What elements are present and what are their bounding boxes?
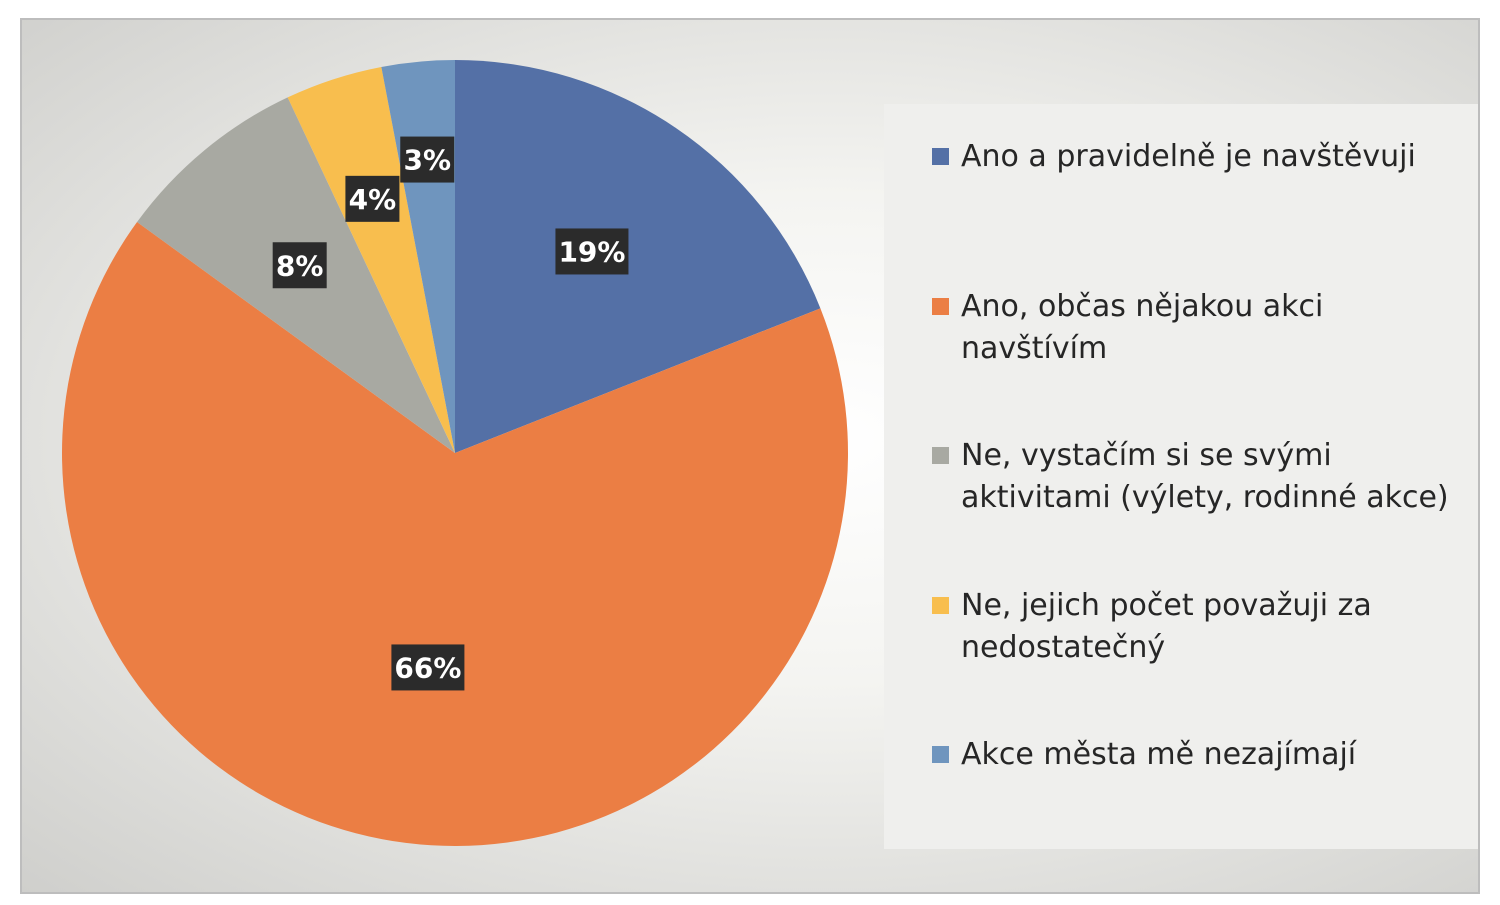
data-label: 8% [272, 242, 327, 289]
data-label-text: 66% [394, 651, 461, 684]
data-label-text: 4% [349, 183, 397, 216]
data-label: 4% [345, 175, 400, 222]
legend-item: Ne, vystačím si se svými aktivitami (výl… [932, 435, 1472, 519]
legend-swatch-icon [932, 298, 949, 315]
data-label-text: 8% [276, 249, 324, 282]
pie-slices [61, 60, 848, 847]
legend-label: Ne, jejich počet považuji za nedostatečn… [961, 588, 1372, 665]
data-label-background [272, 242, 327, 289]
data-label: 66% [391, 644, 465, 691]
legend-swatch-icon [932, 447, 949, 464]
data-label: 3% [400, 136, 455, 183]
legend-label: Akce města mě nezajímají [961, 737, 1357, 772]
data-label: 19% [555, 228, 629, 275]
data-label-background [391, 644, 465, 691]
data-label-background [400, 136, 455, 183]
legend-item: Akce města mě nezajímají [932, 734, 1472, 776]
chart-frame: 19% 66% 8% 4% 3% Ano a pravidelně je navštěv… [20, 18, 1480, 894]
legend-label: Ne, vystačím si se svými aktivitami (výl… [961, 438, 1449, 515]
legend-label: Ano, občas nějakou akci navštívím [961, 289, 1324, 366]
legend-swatch-icon [932, 746, 949, 763]
legend-swatch-icon [932, 148, 949, 165]
legend-label: Ano a pravidelně je navštěvuji [961, 139, 1416, 174]
legend-item: Ne, jejich počet považuji za nedostatečn… [932, 585, 1472, 669]
legend-item: Ano a pravidelně je navštěvuji [932, 136, 1472, 178]
data-label-background [345, 175, 400, 222]
pie-slice [287, 66, 455, 453]
data-label-background [555, 228, 629, 275]
data-label-text: 3% [403, 144, 451, 177]
data-label-text: 19% [558, 235, 625, 268]
pie-data-labels: 19% 66% 8% 4%3% [272, 136, 629, 691]
legend-swatch-icon [932, 597, 949, 614]
pie-slice [61, 222, 848, 847]
legend: Ano a pravidelně je navštěvuji Ano, obča… [884, 104, 1478, 849]
pie-slice [455, 60, 821, 453]
legend-item: Ano, občas nějakou akci navštívím [932, 286, 1472, 370]
pie-chart: 19% 66% 8% 4%3% [61, 60, 848, 847]
